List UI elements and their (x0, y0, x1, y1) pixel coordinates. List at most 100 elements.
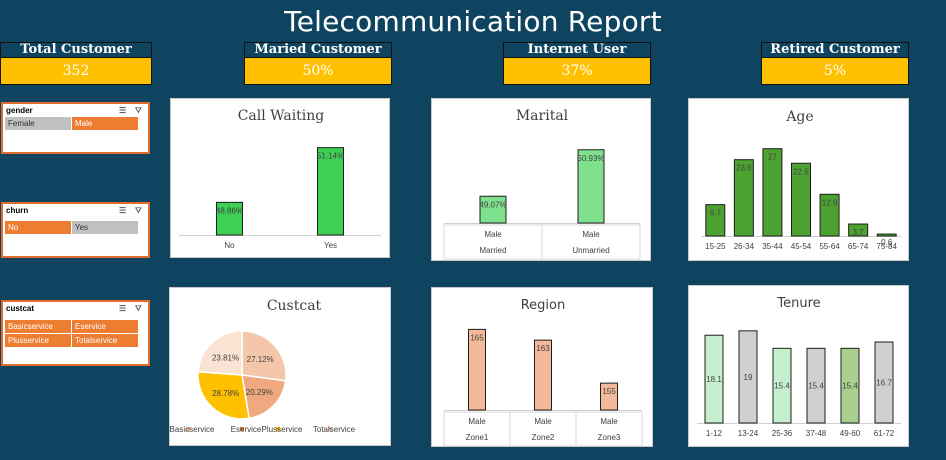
data-label: 49.07% (479, 200, 506, 209)
data-label: 9.7 (710, 209, 722, 218)
data-label: 15.4 (808, 382, 824, 391)
clear-filter-icon[interactable]: ⛛ (135, 304, 142, 313)
data-label: 15.4 (774, 382, 790, 391)
data-label: 23.6 (736, 164, 752, 173)
kpi-label: Maried Customer (244, 42, 392, 57)
kpi-value: 5% (761, 57, 909, 85)
legend-swatch (328, 427, 332, 431)
data-label: 20.29% (246, 388, 273, 397)
x-tick-label: Yes (324, 241, 337, 250)
kpi-label: Total Customer (0, 42, 152, 57)
axis-table-frame (443, 411, 643, 446)
bar (468, 328, 486, 411)
bar (479, 195, 507, 224)
x-tick-label: Male (468, 417, 486, 426)
chart-marital: Marital 49.07% 50.93% Male Married Male Unmar… (431, 98, 651, 261)
legend-label: Totalservice (313, 425, 356, 434)
x-group-label: Zone3 (598, 433, 621, 442)
data-label: 16.7 (876, 379, 892, 388)
chart-title: Region (521, 298, 566, 313)
x-tick-label: 25-36 (772, 429, 793, 438)
chart-age: Age 9.7 15-25 23.6 26-34 27 35-44 22.5 45-54 12.… (688, 98, 909, 261)
slicer-item-totalservice[interactable]: Totalservice (72, 334, 138, 347)
bar (806, 347, 826, 424)
slicer-custcat[interactable]: custcat ☰ ⛛ Basicservice Eservice Plusse… (1, 300, 150, 366)
slicer-item-eservice[interactable]: Eservice (72, 320, 138, 333)
data-label: 19 (744, 373, 753, 382)
x-tick-label: 61-72 (874, 429, 895, 438)
multi-select-icon[interactable]: ☰ (119, 106, 127, 115)
bar (791, 162, 811, 237)
pie-slice (197, 330, 243, 376)
x-tick-label: 1-12 (706, 429, 723, 438)
pie-slice (241, 330, 287, 382)
x-tick-label: 45-54 (791, 242, 812, 251)
data-label: 23.81% (212, 353, 239, 362)
plot-region: 165 163 155 Male Zone1 Male Zone2 Male Zone3 (443, 328, 643, 446)
plot-call-waiting: 48.86% 51.14% No Yes (179, 147, 381, 250)
data-label: 28.78% (212, 389, 239, 398)
data-label: 12.9 (822, 198, 838, 207)
clear-filter-icon[interactable]: ⛛ (135, 206, 142, 215)
bar (704, 334, 724, 424)
kpi-value: 352 (0, 57, 152, 85)
slicer-item-yes[interactable]: Yes (72, 221, 138, 234)
slicer-gender[interactable]: gender ☰ ⛛ Female Male (1, 102, 150, 154)
legend-label: Eservice (231, 425, 262, 434)
slicer-title: gender (6, 106, 33, 115)
x-group-label: Zone2 (532, 433, 555, 442)
data-label: 51.14% (317, 152, 344, 161)
bar (738, 330, 758, 424)
clear-filter-icon[interactable]: ⛛ (135, 106, 142, 115)
kpi-value: 37% (503, 57, 651, 85)
bar (600, 382, 618, 411)
report-title: Telecommunication Report (284, 5, 662, 38)
x-tick-label: 37-48 (806, 429, 827, 438)
slicer-item-no[interactable]: No (5, 221, 71, 234)
slicer-item-female[interactable]: Female (5, 117, 71, 130)
pie-slice (197, 370, 250, 420)
multi-select-icon[interactable]: ☰ (119, 206, 127, 215)
plot-tenure: 18.1 1-12 19 13-24 15.4 25-36 15.4 37-48 15.4 49-… (697, 330, 901, 438)
data-label: 0.6 (881, 238, 893, 247)
x-tick-label: 75-84 (876, 242, 897, 251)
kpi-label: Retired Customer (761, 42, 909, 57)
bar (317, 147, 344, 236)
slicer-item-plusservice[interactable]: Plusservice (5, 334, 71, 347)
data-label: 163 (536, 344, 550, 353)
x-tick-label: Male (534, 417, 552, 426)
multi-select-icon[interactable]: ☰ (119, 304, 127, 313)
data-label: 27.12% (247, 355, 274, 364)
legend-swatch (240, 427, 244, 431)
chart-title: Marital (516, 108, 569, 124)
legend-label: Plusservice (262, 425, 303, 434)
chart-title: Call Waiting (238, 108, 325, 124)
x-tick-label: 15-25 (705, 242, 726, 251)
bar (874, 341, 894, 424)
bar (577, 149, 605, 224)
data-label: 22.5 (793, 167, 809, 176)
slicer-item-basicservice[interactable]: Basicservice (5, 320, 71, 333)
chart-title: Custcat (267, 298, 322, 314)
slicer-churn[interactable]: churn ☰ ⛛ No Yes (1, 202, 150, 258)
kpi-value: 50% (244, 57, 392, 85)
x-tick-label: 55-64 (819, 242, 840, 251)
plot-age: 9.7 15-25 23.6 26-34 27 35-44 22.5 45-54 12.9 55-… (701, 148, 901, 251)
kpi-married-customer: Maried Customer 50% (244, 42, 392, 85)
data-label: 3.7 (853, 228, 865, 237)
data-label: 18.1 (706, 375, 722, 384)
chart-custcat: Custcat 27.12% 20.29% 28.78% 23.81% Basicser… (169, 287, 391, 446)
slicer-item-male[interactable]: Male (72, 117, 138, 130)
bar (705, 204, 726, 237)
bar (534, 339, 552, 411)
bar (819, 193, 840, 237)
kpi-retired-customer: Retired Customer 5% (761, 42, 909, 85)
chart-tenure: Tenure 18.1 1-12 19 13-24 15.4 25-36 15.4 37-48… (688, 285, 909, 447)
bar (216, 201, 243, 236)
chart-title: Age (785, 109, 813, 125)
plot-custcat: 27.12% 20.29% 28.78% 23.81% Basicservice Eser… (170, 330, 356, 434)
legend-label: Basicservice (170, 425, 215, 434)
slicer-title: custcat (6, 304, 35, 313)
x-tick-label: 35-44 (762, 242, 783, 251)
bar (840, 347, 860, 424)
